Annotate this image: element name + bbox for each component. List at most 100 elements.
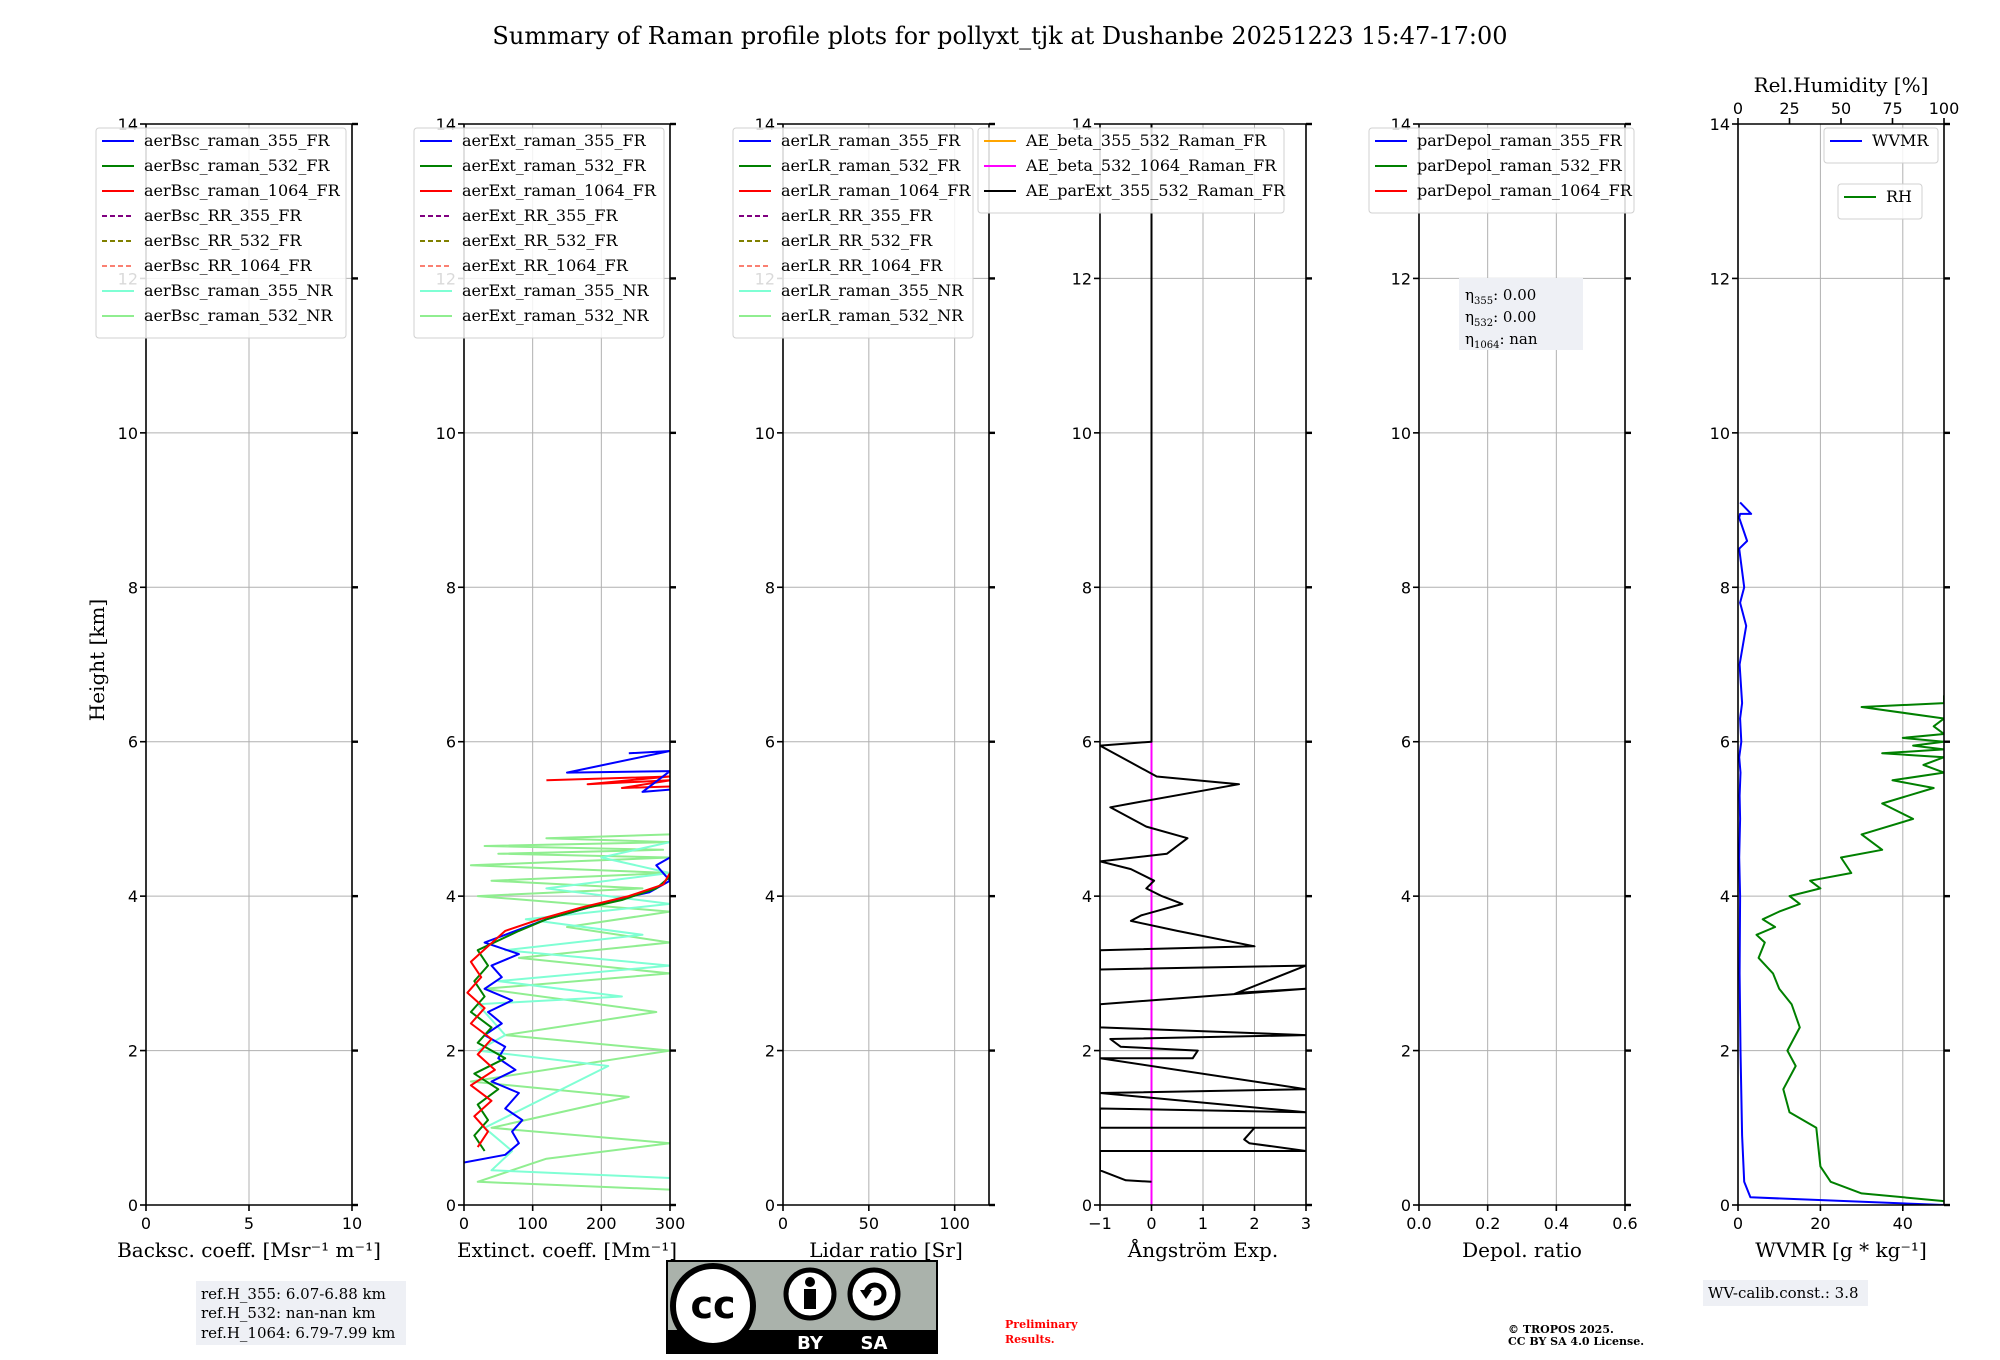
by-person-head — [805, 1277, 815, 1287]
x-tick-label: 0.0 — [1406, 1214, 1431, 1233]
y-tick-label: 2 — [1720, 1042, 1730, 1061]
y-tick-label: 2 — [446, 1042, 456, 1061]
series-line-aerext-raman-1064-fr — [466, 872, 670, 1148]
eta-eta355-text: η355: 0.00 — [1465, 286, 1536, 307]
y-tick-label: 4 — [765, 887, 775, 906]
legend-label: parDepol_raman_1064_FR — [1417, 181, 1633, 200]
y-tick-label: 2 — [1401, 1042, 1411, 1061]
panel-extinction: 024681012140100200300Extinct. coeff. [Mm… — [413, 115, 685, 1262]
x-axis-label: Extinct. coeff. [Mm⁻¹] — [457, 1238, 677, 1262]
top-x-tick-label: 25 — [1779, 99, 1799, 118]
eta-eta532-text: η532: 0.00 — [1465, 308, 1536, 329]
series-line-aerext-raman-532-fr — [469, 876, 670, 1152]
by-label: BY — [797, 1333, 824, 1354]
height-axis-label: Height [km] — [85, 599, 109, 721]
y-tick-label: 8 — [1720, 578, 1730, 597]
legend-box — [1823, 127, 1939, 164]
y-tick-label: 4 — [1720, 887, 1730, 906]
sa-arrow-icon — [863, 1282, 887, 1306]
y-tick-label: 2 — [765, 1042, 775, 1061]
legend-label: aerLR_raman_532_FR — [781, 156, 961, 175]
legend: RH — [1837, 183, 1923, 220]
series-group — [1100, 124, 1306, 1205]
eta-eta1064-text: η1064: nan — [1465, 330, 1538, 351]
wv-calib-box — [1703, 1280, 1868, 1306]
legend: aerLR_raman_355_FR aerLR_raman_532_FR aerL… — [732, 127, 974, 339]
series-group — [1738, 501, 1944, 1205]
y-tick-label: 0 — [446, 1196, 456, 1215]
y-tick-label: 12 — [1391, 269, 1411, 288]
x-tick-label: 100 — [517, 1214, 548, 1233]
legend-box — [413, 127, 665, 339]
eta-box — [1459, 278, 1583, 350]
legend: parDepol_raman_355_FR parDepol_raman_532_… — [1368, 127, 1635, 214]
y-tick-label: 6 — [446, 733, 456, 752]
legend-box — [1368, 127, 1635, 214]
y-tick-label: 6 — [765, 733, 775, 752]
x-tick-label: 50 — [859, 1214, 879, 1233]
legend-label: parDepol_raman_532_FR — [1417, 156, 1623, 175]
y-tick-label: 10 — [1391, 424, 1411, 443]
cc-letters: cc — [690, 1283, 735, 1327]
y-tick-label: 0 — [128, 1196, 138, 1215]
x-axis-label: Depol. ratio — [1462, 1238, 1582, 1262]
y-tick-label: 4 — [1082, 887, 1092, 906]
y-tick-label: 8 — [446, 578, 456, 597]
x-tick-label: 0 — [1733, 1214, 1743, 1233]
legend-label: aerExt_raman_355_NR — [462, 281, 650, 300]
legend-box — [977, 127, 1285, 214]
preliminary-text-2: Results. — [1005, 1333, 1055, 1346]
preliminary-text-1: Preliminary — [1005, 1318, 1078, 1331]
top-x-axis-label: Rel.Humidity [%] — [1754, 73, 1929, 97]
x-axis-label: Backsc. coeff. [Msr⁻¹ m⁻¹] — [117, 1238, 381, 1262]
legend-label: aerBsc_raman_355_NR — [144, 281, 333, 300]
series-line-aerext-raman-532-nr — [469, 833, 670, 1191]
y-tick-label: 8 — [1082, 578, 1092, 597]
series-line-aerext-raman-1064-fr-upper — [546, 775, 670, 789]
y-tick-label: 6 — [1082, 733, 1092, 752]
x-tick-label: 0 — [459, 1214, 469, 1233]
wv-calib-text: WV-calib.const.: 3.8 — [1708, 1284, 1859, 1302]
legend: aerExt_raman_355_FR aerExt_raman_532_FRae… — [413, 127, 665, 339]
y-tick-label: 0 — [765, 1196, 775, 1215]
legend-label: aerBsc_RR_355_FR — [144, 206, 302, 225]
legend-box — [95, 127, 347, 339]
panel-lidar_ratio: 02468101214050100Lidar ratio [Sr]aerLR_r… — [732, 115, 995, 1262]
legend-label: aerExt_raman_532_FR — [462, 156, 647, 175]
series-line-aerext-raman-355-fr-upper — [566, 750, 670, 793]
legend-label: aerExt_raman_355_FR — [462, 131, 647, 150]
x-tick-label: 2 — [1249, 1214, 1259, 1233]
x-axis-label: WVMR [g * kg⁻¹] — [1755, 1238, 1927, 1262]
legend-label: aerLR_raman_532_NR — [781, 306, 964, 325]
series-line-wvmr — [1738, 501, 1944, 1205]
legend-label: aerExt_raman_532_NR — [462, 306, 650, 325]
y-tick-label: 0 — [1720, 1196, 1730, 1215]
y-tick-label: 8 — [765, 578, 775, 597]
sa-arrow-head — [860, 1290, 872, 1299]
panels: 024681012140510Backsc. coeff. [Msr⁻¹ m⁻¹… — [95, 73, 1960, 1262]
top-x-tick-label: 75 — [1882, 99, 1902, 118]
x-tick-label: 3 — [1301, 1214, 1311, 1233]
y-tick-label: 8 — [128, 578, 138, 597]
top-x-tick-label: 50 — [1831, 99, 1851, 118]
copyright-text-2: CC BY SA 4.0 License. — [1508, 1335, 1644, 1348]
y-tick-label: 4 — [1401, 887, 1411, 906]
series-line-rh — [1755, 695, 1944, 1203]
x-tick-label: 0.2 — [1475, 1214, 1500, 1233]
legend-label: aerLR_raman_1064_FR — [781, 181, 971, 200]
legend-label: aerLR_RR_1064_FR — [781, 256, 943, 275]
legend-label: aerLR_raman_355_FR — [781, 131, 961, 150]
y-tick-label: 10 — [118, 424, 138, 443]
top-x-tick-label: 0 — [1733, 99, 1743, 118]
y-tick-label: 0 — [1082, 1196, 1092, 1215]
y-tick-label: 2 — [128, 1042, 138, 1061]
refh-532-text: ref.H_532: nan-nan km — [201, 1304, 376, 1322]
x-tick-label: 0 — [141, 1214, 151, 1233]
x-tick-label: 1 — [1198, 1214, 1208, 1233]
legend-label: AE_parExt_355_532_Raman_FR — [1025, 181, 1286, 200]
x-tick-label: 0.6 — [1612, 1214, 1637, 1233]
top-x-tick-label: 100 — [1929, 99, 1960, 118]
